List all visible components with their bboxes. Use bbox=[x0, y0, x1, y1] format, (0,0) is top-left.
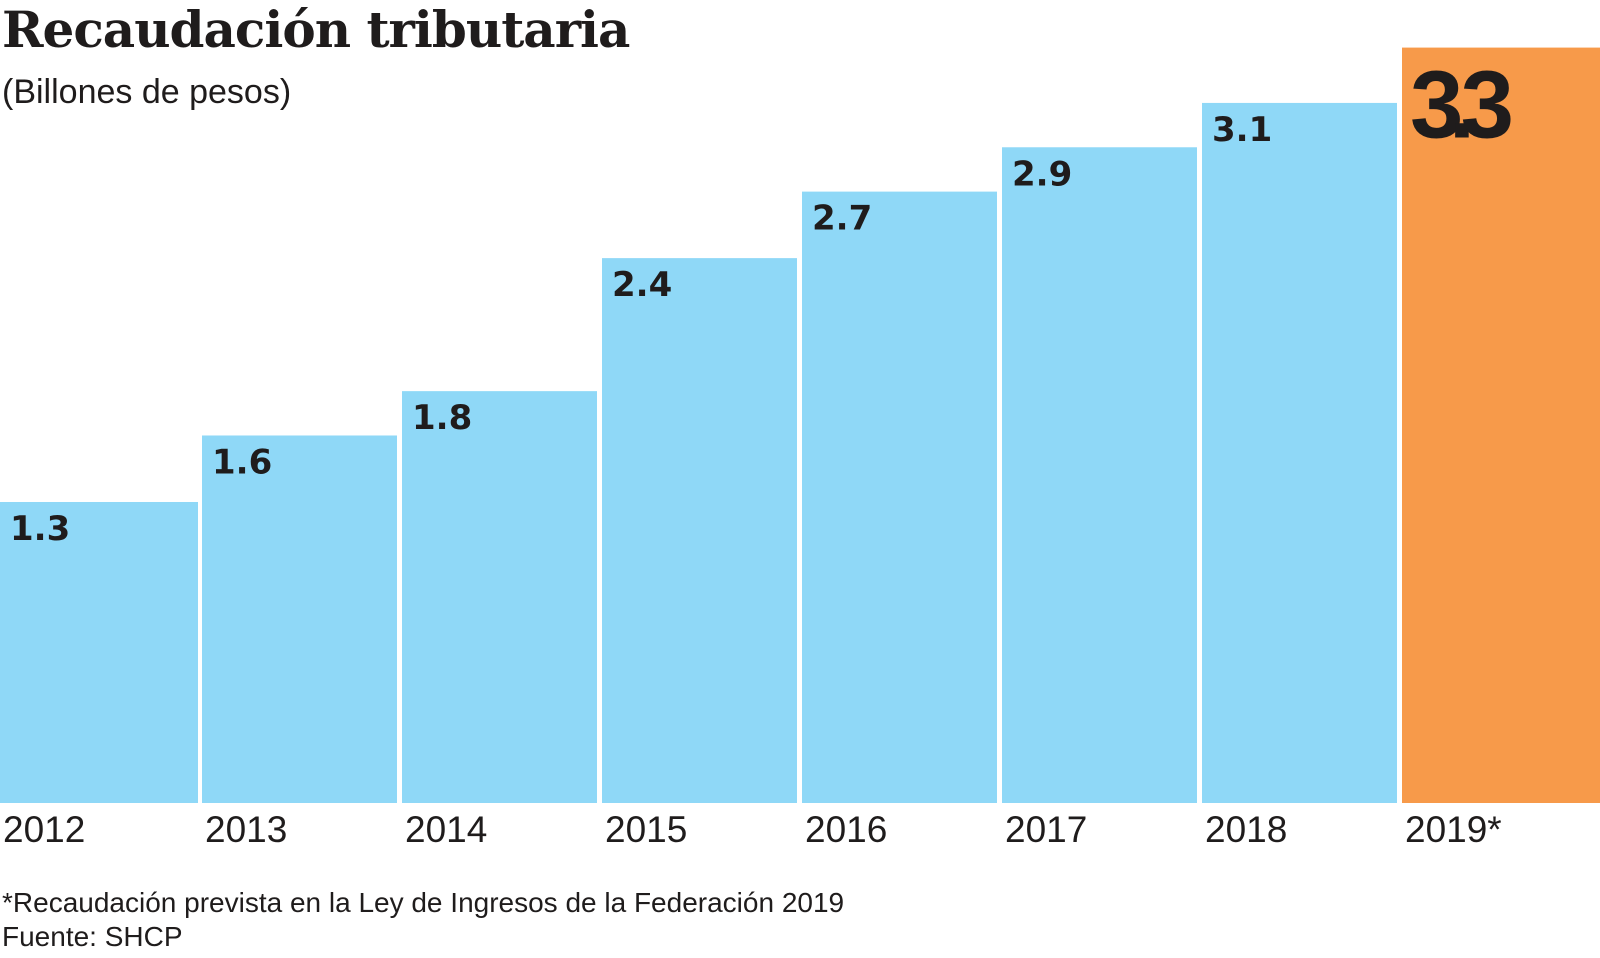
value-labels-group: 1.3 1.6 1.8 2.4 2.7 2.9 3.1 3.3 bbox=[10, 52, 1514, 549]
value-label-2017: 2.9 bbox=[1012, 154, 1072, 194]
value-label-2018: 3.1 bbox=[1212, 110, 1272, 150]
x-ticks-group: 2012 2013 2014 2015 2016 2017 2018 2019* bbox=[3, 809, 1502, 850]
x-tick-2019: 2019* bbox=[1405, 809, 1502, 850]
x-tick-2014: 2014 bbox=[405, 809, 487, 850]
value-label-2014: 1.8 bbox=[412, 398, 472, 438]
x-tick-2012: 2012 bbox=[3, 809, 85, 850]
bar-2015 bbox=[602, 258, 797, 803]
value-label-2016: 2.7 bbox=[812, 199, 872, 239]
bars-group bbox=[0, 47, 1600, 804]
bar-2018 bbox=[1202, 102, 1397, 804]
bar-2019 bbox=[1402, 47, 1600, 803]
value-label-2012: 1.3 bbox=[10, 509, 70, 549]
chart-subtitle: (Billones de pesos) bbox=[2, 73, 292, 111]
x-tick-2018: 2018 bbox=[1205, 809, 1287, 850]
bar-2012 bbox=[0, 501, 198, 803]
bar-2013 bbox=[202, 435, 397, 803]
value-label-2015: 2.4 bbox=[612, 265, 672, 305]
footnotes: *Recaudación prevista en la Ley de Ingre… bbox=[2, 886, 844, 954]
bar-2016 bbox=[802, 191, 997, 804]
value-label-2019: 3.3 bbox=[1410, 52, 1514, 159]
x-tick-2017: 2017 bbox=[1005, 809, 1087, 850]
chart-title: Recaudación tributaria bbox=[2, 0, 630, 59]
value-label-2013: 1.6 bbox=[212, 442, 272, 482]
footnote-projection: *Recaudación prevista en la Ley de Ingre… bbox=[2, 887, 845, 918]
bar-2017 bbox=[1002, 147, 1197, 803]
x-tick-2016: 2016 bbox=[805, 809, 887, 850]
footnote-source: Fuente: SHCP bbox=[2, 921, 183, 952]
x-tick-2013: 2013 bbox=[205, 809, 287, 850]
bar-2014 bbox=[402, 391, 597, 803]
x-tick-2015: 2015 bbox=[605, 809, 687, 850]
